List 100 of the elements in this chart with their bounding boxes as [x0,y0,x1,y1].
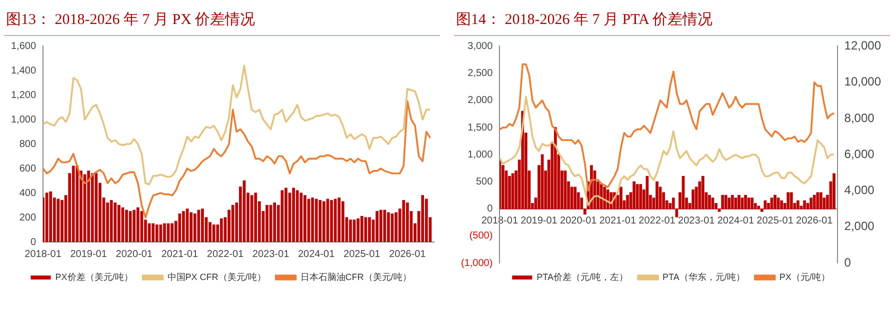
x-tick-label: 2024-01 [717,216,754,227]
bar [155,224,158,242]
bar [421,195,424,242]
bar [356,218,360,242]
bar [632,181,636,210]
legend-label: PX价差（美元/吨） [55,272,133,282]
bar [330,200,333,242]
bar [812,194,816,210]
bar [757,206,760,210]
bar [182,211,185,242]
bar [87,170,90,242]
y-tick-label: 1,500 [468,122,494,134]
bar [554,127,557,210]
y-tick-label: (500) [469,230,493,242]
bar [383,210,386,242]
x-tick-label: 2026-01 [796,216,834,227]
bar [284,188,288,242]
bar [360,216,364,242]
y-tick-label: 3,000 [468,40,494,52]
y-tick-label: 1,600 [10,40,36,52]
bar [90,173,94,242]
y2-tick-label: 6,000 [844,146,875,161]
bar [341,201,344,242]
bar [656,181,658,210]
y2-tick-label: 4,000 [844,183,875,198]
y2-tick-label: 10,000 [844,74,882,89]
bar [574,186,577,210]
bar [750,198,754,210]
bar [110,200,113,242]
bar [45,192,48,242]
x-tick-label: 2019-01 [70,248,108,260]
y-tick-label: (1,000) [460,258,493,269]
bar [292,188,295,242]
bar [318,200,322,242]
bar [620,186,622,210]
x-tick-label: 2026-01 [389,248,426,260]
bar [163,223,166,242]
chart-title: 图14： 2018-2026 年 7 月 PTA 价差情况 [454,4,890,36]
y-tick-label: 500 [476,176,494,188]
bar [94,173,98,242]
x-tick-label: 2020-01 [560,216,598,227]
bar [379,210,382,242]
bar [708,194,711,210]
chart-title: 图13： 2018-2026 年 7 月 PX 价差情况 [4,4,440,36]
bar [819,192,822,210]
bar [349,220,352,242]
bar [816,192,820,210]
y-tick-label: 0 [30,236,36,248]
bar [832,173,836,210]
bar [786,192,790,210]
bar [304,195,306,242]
bar [254,192,258,242]
legend-label: 日本石脑油CFR（美元/吨） [300,272,412,282]
y2-tick-label: 12,000 [844,38,882,53]
x-tick-label: 2019-01 [520,216,558,227]
y-tick-label: 2,000 [468,95,494,106]
y-tick-label: 1,400 [10,65,36,76]
bar [364,217,368,242]
y-tick-label: 200 [19,212,36,224]
x-tick-label: 2024-01 [298,248,336,260]
y-tick-label: 400 [19,188,36,199]
bar [701,176,704,210]
y-tick-label: 0 [487,204,494,215]
bar [636,184,639,210]
bar [603,186,606,210]
bar [296,190,299,242]
bar [311,198,314,242]
x-tick-label: 2022-01 [206,248,244,260]
bar [730,194,734,210]
x-tick-label: 2025-01 [344,248,381,260]
bar [639,184,642,210]
x-tick-label: 2018-01 [24,248,62,260]
bar [803,200,806,210]
legend-label: PX（元/吨） [779,272,830,282]
bar [193,213,196,242]
bar [152,223,155,242]
bar [280,190,284,242]
x-tick-label: 2021-01 [599,216,636,227]
y2-tick-label: 8,000 [844,110,875,125]
bar [387,212,390,242]
bar [273,202,276,242]
bar [376,211,378,242]
bar [201,208,204,242]
bar [728,198,731,210]
bar [724,194,728,210]
bar [49,191,52,242]
bar [790,192,793,210]
bar [136,207,140,242]
x-tick-label: 2022-01 [638,216,676,227]
x-tick-label: 2023-01 [678,216,716,227]
bar [406,202,409,242]
bar [72,166,75,242]
bar [744,194,747,210]
x-tick-label: 2021-01 [161,248,198,260]
bar [721,194,724,210]
y2-tick-label: 2,000 [844,219,875,234]
bar [780,200,784,210]
bar [197,210,200,242]
bar [394,212,398,242]
y-tick-label: 2,500 [468,68,494,80]
